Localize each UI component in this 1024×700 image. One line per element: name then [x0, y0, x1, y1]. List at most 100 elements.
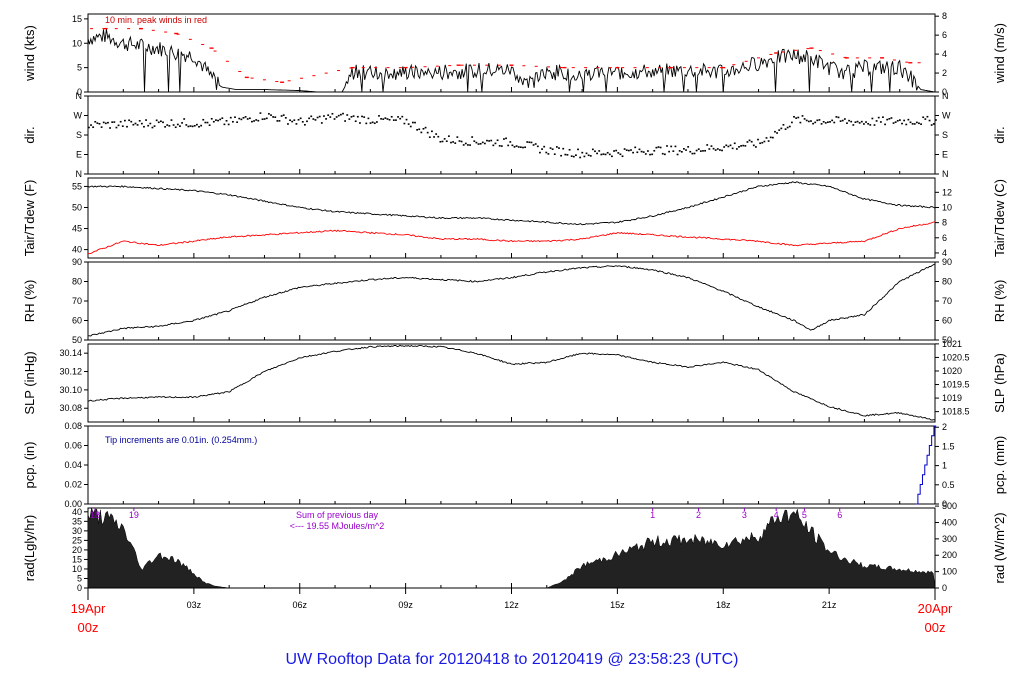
dir-point — [653, 149, 656, 152]
dir-point — [200, 124, 203, 127]
dir-point — [242, 117, 245, 119]
dir-point — [541, 148, 543, 150]
dir-point — [856, 120, 859, 123]
dir-point — [467, 144, 469, 146]
dir-point — [392, 119, 395, 121]
dir-point — [140, 122, 143, 125]
end-date: 20Apr — [918, 601, 953, 616]
rad-left-tick: 30 — [72, 526, 82, 536]
dir-point — [583, 155, 586, 158]
wind-left-label: wind (kts) — [22, 25, 37, 82]
dir-point — [678, 150, 681, 152]
slp-left-tick: 30.08 — [59, 403, 82, 413]
dir-point — [860, 120, 863, 123]
series-temp-0 — [87, 181, 936, 226]
dir-point — [342, 112, 344, 115]
dir-point — [666, 145, 668, 147]
dir-point — [272, 116, 275, 118]
dir-right-tick: N — [942, 91, 949, 101]
temp-left-label: Tair/Tdew (F) — [22, 180, 37, 257]
dir-point — [536, 145, 539, 148]
dir-point — [827, 121, 829, 124]
time-tick-label: 03z — [187, 600, 202, 610]
dir-point — [824, 122, 827, 124]
dir-point — [879, 121, 882, 123]
temp-left-tick: 45 — [72, 224, 82, 234]
dir-point — [782, 124, 785, 126]
dir-point — [634, 146, 637, 149]
dir-point — [888, 118, 891, 120]
dir-point — [284, 117, 287, 119]
rh-right-tick: 90 — [942, 257, 952, 267]
dir-point — [644, 153, 647, 155]
rad-left-tick: 40 — [72, 507, 82, 517]
dir-point — [778, 129, 781, 131]
dir-point — [473, 140, 476, 142]
dir-point — [843, 118, 846, 120]
pcp-right-label: pcp. (mm) — [992, 436, 1007, 495]
dir-point — [752, 144, 755, 147]
dir-point — [913, 123, 916, 125]
dir-point — [157, 121, 160, 124]
dir-point — [98, 123, 101, 125]
dir-point — [903, 119, 906, 122]
dir-point — [195, 123, 198, 126]
dir-point — [812, 122, 814, 125]
dir-point — [109, 127, 111, 129]
rad-right-tick: 400 — [942, 517, 957, 527]
dir-point — [291, 120, 294, 123]
rad-hour-mark: 6 — [837, 510, 842, 520]
rad-hour-mark: 18 — [90, 510, 100, 520]
dir-point — [896, 119, 899, 122]
dir-point — [445, 140, 448, 142]
wind-left-tick: 5 — [77, 63, 82, 73]
dir-point — [346, 114, 349, 116]
dir-point — [841, 119, 844, 122]
dir-point — [710, 145, 713, 147]
dir-point — [712, 147, 715, 150]
dir-point — [435, 133, 438, 135]
dir-left-tick: N — [76, 91, 83, 101]
dir-point — [471, 136, 474, 138]
dir-point — [259, 112, 262, 114]
wind-right-tick: 4 — [942, 49, 947, 59]
dir-point — [676, 153, 679, 156]
dir-point — [774, 130, 776, 133]
dir-point — [276, 120, 279, 122]
dir-point — [850, 120, 853, 123]
dir-point — [835, 116, 838, 118]
wind-right-tick: 8 — [942, 11, 947, 21]
rh-left-tick: 90 — [72, 257, 82, 267]
dir-point — [227, 123, 230, 126]
dir-point — [549, 147, 552, 149]
dir-point — [522, 146, 524, 149]
pcp-left-tick: 0.04 — [64, 460, 82, 470]
dir-point — [761, 141, 764, 144]
dir-right-tick: N — [942, 169, 949, 179]
dir-point — [619, 153, 622, 156]
dir-point — [920, 123, 922, 125]
dir-point — [738, 146, 740, 148]
pcp-right-tick: 0 — [942, 499, 947, 509]
dir-point — [829, 121, 831, 123]
rad-right-tick: 300 — [942, 534, 957, 544]
dir-point — [225, 120, 228, 122]
dir-point — [121, 125, 124, 127]
dir-point — [611, 155, 613, 158]
dir-point — [786, 126, 789, 129]
dir-point — [172, 124, 175, 126]
slp-left-tick: 30.10 — [59, 385, 82, 395]
dir-point — [390, 115, 393, 118]
dir-left-tick: W — [74, 111, 83, 121]
dir-point — [553, 153, 556, 156]
dir-point — [240, 118, 243, 121]
rh-right-tick: 70 — [942, 296, 952, 306]
dir-point — [581, 151, 584, 154]
series-rad-0 — [87, 507, 936, 589]
dir-point — [729, 144, 732, 147]
dir-point — [128, 119, 131, 122]
rad-hour-mark: 19 — [129, 510, 139, 520]
dir-point — [456, 136, 459, 138]
dir-point — [378, 115, 380, 117]
rad-left-tick: 20 — [72, 545, 82, 555]
